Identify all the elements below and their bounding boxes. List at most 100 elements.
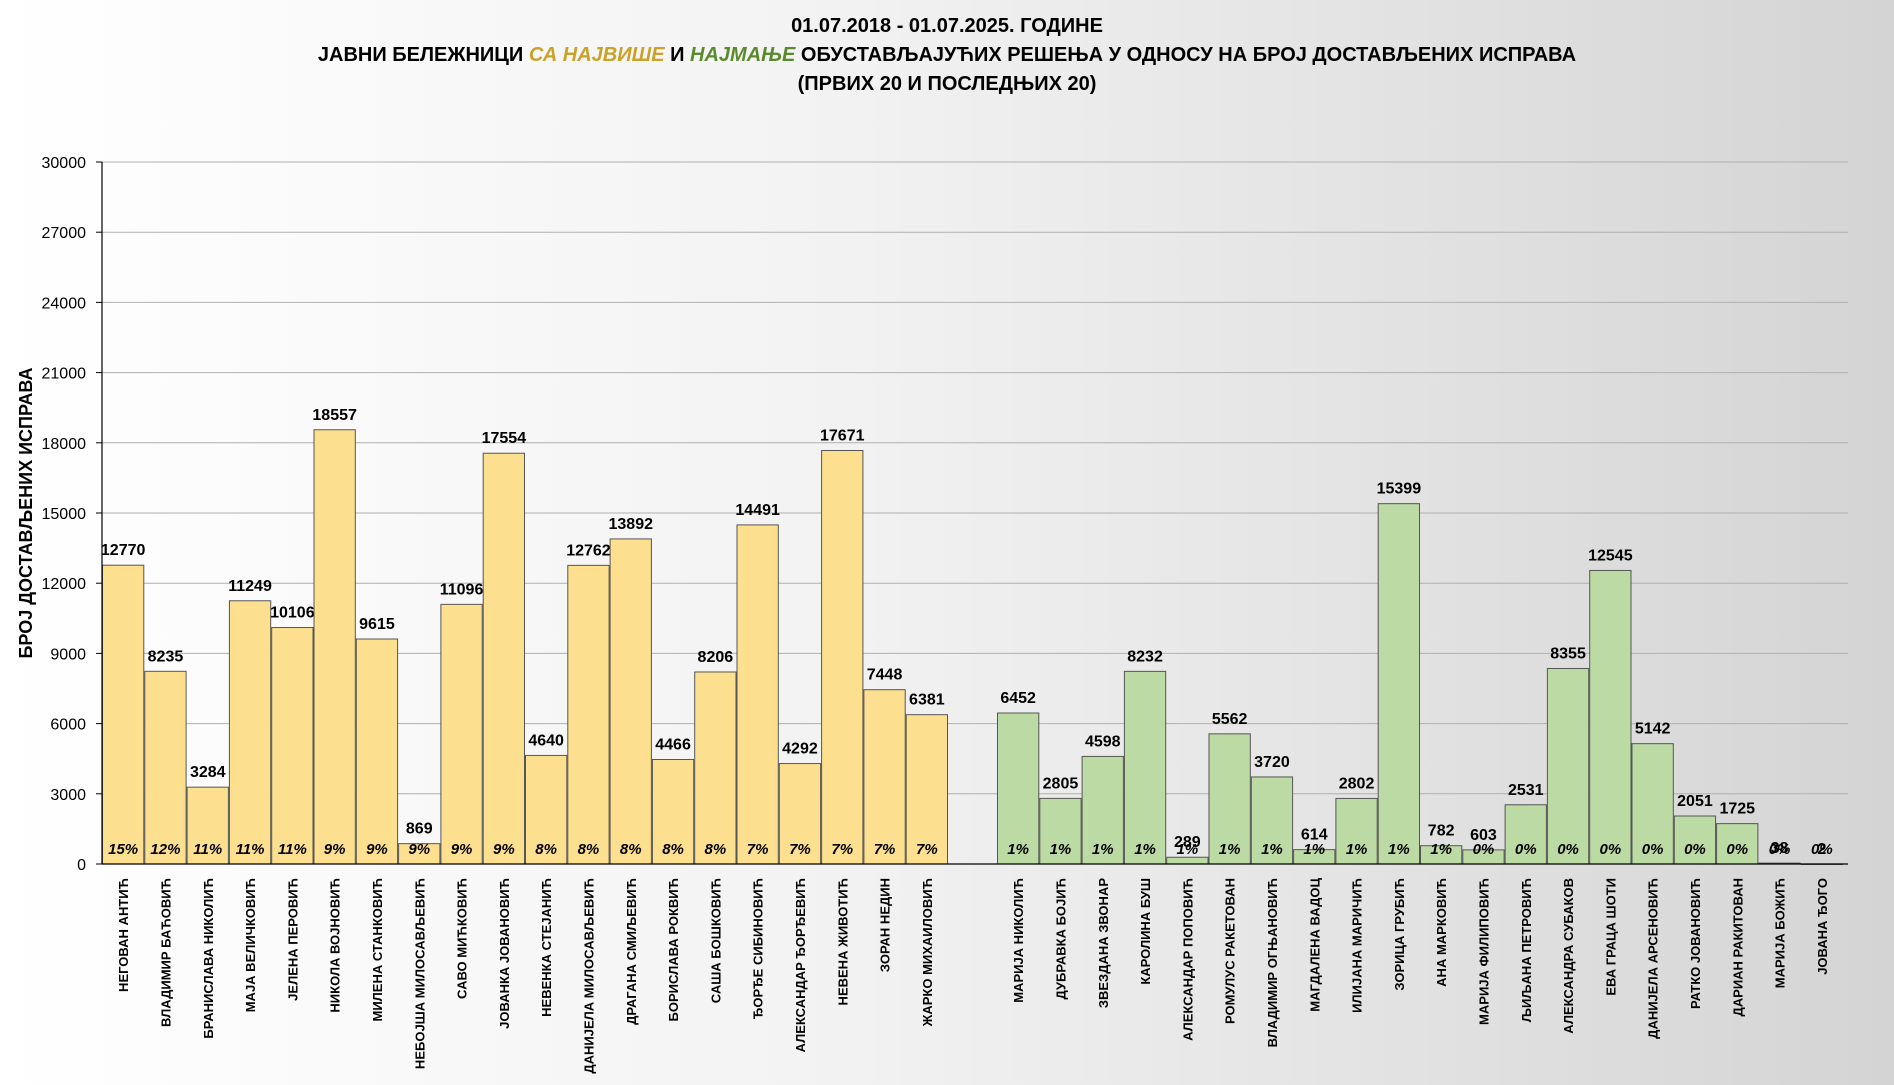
bar-value-label: 2805 bbox=[1043, 775, 1079, 792]
bar-value-label: 3284 bbox=[190, 764, 226, 781]
title-line-2-and: И bbox=[664, 44, 691, 66]
bar-percent-label: 0% bbox=[1642, 841, 1664, 858]
bar-value-label: 6452 bbox=[1000, 690, 1036, 707]
bar-percent-label: 1% bbox=[1092, 841, 1114, 858]
bar-value-label: 3720 bbox=[1254, 754, 1290, 771]
x-category-label: БОРИСЛАВА РОКВИЋ bbox=[666, 878, 681, 1021]
x-category-label: АЛЕКСАНДАР ПОПОВИЋ bbox=[1180, 878, 1195, 1041]
x-category-label: МАРИЈА БОЖИЋ bbox=[1773, 878, 1788, 988]
bar-high bbox=[905, 714, 949, 865]
y-tick-label: 18000 bbox=[42, 436, 87, 453]
bar-high bbox=[651, 758, 695, 865]
bar-percent-label: 7% bbox=[874, 841, 896, 858]
bar-value-label: 614 bbox=[1301, 827, 1328, 844]
bar-value-label: 14491 bbox=[735, 502, 780, 519]
bar-value-label: 2802 bbox=[1339, 775, 1375, 792]
x-category-label: БРАНИСЛАВА НИКОЛИЋ bbox=[201, 878, 216, 1039]
bar-value-label: 2 bbox=[1817, 841, 1826, 858]
x-category-label: ВЛАДИМИР ОГЊАНОВИЋ bbox=[1265, 878, 1280, 1047]
chart-title: 01.07.2018 - 01.07.2025. ГОДИНЕ ЈАВНИ БЕ… bbox=[0, 12, 1894, 99]
bar-percent-label: 1% bbox=[1007, 841, 1029, 858]
bar-value-label: 12545 bbox=[1588, 547, 1633, 564]
bar-value-label: 869 bbox=[406, 821, 433, 838]
bar-value-label: 18557 bbox=[312, 407, 357, 424]
y-tick-label: 30000 bbox=[42, 155, 87, 172]
bar-high bbox=[228, 600, 272, 865]
bar-value-label: 13892 bbox=[609, 516, 654, 533]
x-category-label: ИЛИЈАНА МАРИЧИЋ bbox=[1350, 878, 1365, 1013]
bar-value-label: 9615 bbox=[359, 616, 395, 633]
bar-low bbox=[1166, 856, 1209, 865]
bar-value-label: 5562 bbox=[1212, 711, 1248, 728]
y-tick-label: 27000 bbox=[42, 225, 87, 242]
bar-high bbox=[821, 449, 864, 865]
bar-percent-label: 1% bbox=[1177, 841, 1199, 858]
bar-low bbox=[1716, 823, 1759, 865]
bar-value-label: 2051 bbox=[1677, 793, 1713, 810]
bar-value-label: 5142 bbox=[1635, 721, 1671, 738]
y-tick-label: 3000 bbox=[50, 787, 86, 804]
bar-high bbox=[863, 689, 906, 865]
bar-value-label: 4598 bbox=[1085, 733, 1121, 750]
x-category-label: ДАНИЈЕЛА МИЛОСАВЉЕВИЋ bbox=[581, 878, 596, 1074]
bar-percent-label: 1% bbox=[1346, 841, 1368, 858]
bar-percent-label: 0% bbox=[1811, 841, 1833, 858]
x-category-label: ЈОВАНКА ЈОВАНОВИЋ bbox=[497, 878, 512, 1029]
x-category-label: НЕБОЈША МИЛОСАВЉЕВИЋ bbox=[412, 878, 427, 1069]
bar-value-label: 38 bbox=[1771, 840, 1789, 857]
title-line-2-prefix: ЈАВНИ БЕЛЕЖНИЦИ bbox=[317, 44, 529, 66]
bar-low bbox=[1631, 743, 1674, 865]
x-category-label: ЗОРИЦА ГРУБИЋ bbox=[1392, 878, 1407, 991]
bar-value-label: 10106 bbox=[270, 605, 315, 622]
bar-percent-label: 1% bbox=[1430, 841, 1452, 858]
bar-high bbox=[482, 452, 526, 865]
bar-value-label: 6381 bbox=[909, 692, 945, 709]
bar-low bbox=[1039, 797, 1082, 865]
title-line-2-suffix: ОБУСТАВЉАЈУЋИХ РЕШЕЊА У ОДНОСУ НА БРОЈ Д… bbox=[795, 44, 1577, 66]
bar-low bbox=[1589, 569, 1632, 865]
y-tick-label: 0 bbox=[77, 857, 86, 874]
bar-high bbox=[313, 429, 356, 865]
x-category-label: МАРИЈА НИКОЛИЋ bbox=[1011, 878, 1026, 1003]
bar-value-label: 12770 bbox=[101, 542, 146, 559]
bar-low bbox=[997, 712, 1040, 865]
bar-percent-label: 0% bbox=[1769, 841, 1791, 858]
x-category-label: ДРАГАНА СМИЉЕВИЋ bbox=[624, 878, 639, 1025]
bar-percent-label: 7% bbox=[831, 841, 853, 858]
x-category-label: ВЛАДИМИР БАЋОВИЋ bbox=[158, 878, 173, 1027]
x-category-label: РАТКО ЈОВАНОВИЋ bbox=[1688, 878, 1703, 1009]
bar-percent-label: 8% bbox=[535, 841, 557, 858]
title-highlight-high: НАЈВИШЕ bbox=[562, 44, 665, 66]
bar-high bbox=[736, 524, 779, 865]
bar-percent-label: 1% bbox=[1134, 841, 1156, 858]
x-category-label: САВО МИЋКОВИЋ bbox=[455, 878, 470, 999]
bar-value-label: 2531 bbox=[1508, 782, 1544, 799]
x-category-label: АНА МАРКОВИЋ bbox=[1434, 878, 1449, 987]
x-category-label: ЉИЉАНА ПЕТРОВИЋ bbox=[1519, 878, 1534, 1022]
x-category-label: ДУБРАВКА БОЈИЋ bbox=[1053, 878, 1068, 1000]
bar-value-label: 11249 bbox=[228, 578, 272, 595]
x-category-label: НЕГОВАН АНТИЋ bbox=[116, 878, 131, 992]
bar-percent-label: 9% bbox=[366, 841, 388, 858]
title-line-3: (ПРВИХ 20 И ПОСЛЕДЊИХ 20) bbox=[797, 73, 1097, 95]
bar-value-label: 289 bbox=[1174, 834, 1201, 851]
bar-high bbox=[440, 603, 483, 865]
x-category-label: САША БОШКОВИЋ bbox=[708, 878, 723, 1003]
bar-high bbox=[778, 763, 822, 865]
x-category-label: МАРИЈА ФИЛИПОВИЋ bbox=[1476, 878, 1491, 1025]
bar-high bbox=[144, 670, 187, 865]
title-line-1: 01.07.2018 - 01.07.2025. ГОДИНЕ bbox=[791, 15, 1103, 37]
bar-percent-label: 1% bbox=[1388, 841, 1410, 858]
bar-low bbox=[1377, 503, 1420, 865]
bar-low bbox=[1208, 733, 1251, 865]
x-category-label: АЛЕКСАНДРА СУБАКОВ bbox=[1561, 878, 1576, 1034]
bar-percent-label: 15% bbox=[108, 841, 138, 858]
x-category-label: ЖАРКО МИХАИЛОВИЋ bbox=[920, 878, 935, 1027]
bar-percent-label: 0% bbox=[1515, 841, 1537, 858]
bar-percent-label: 9% bbox=[451, 841, 473, 858]
bar-percent-label: 0% bbox=[1473, 841, 1495, 858]
bar-percent-label: 0% bbox=[1600, 841, 1622, 858]
bar-high bbox=[694, 671, 737, 865]
bar-value-label: 4640 bbox=[528, 732, 564, 749]
